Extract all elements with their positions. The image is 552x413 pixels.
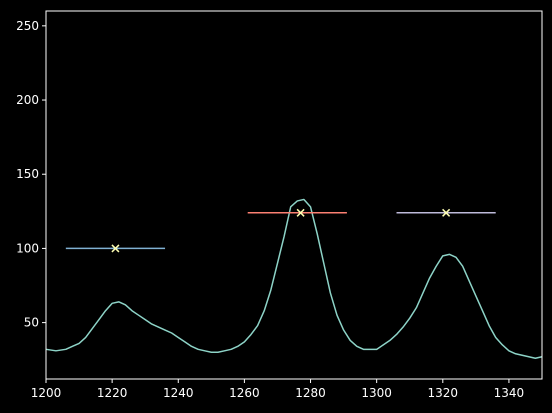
axes-frame xyxy=(45,10,543,380)
x-tick-label: 1260 xyxy=(229,386,260,400)
x-tick-label: 1220 xyxy=(97,386,128,400)
x-tick-label: 1280 xyxy=(295,386,326,400)
y-tick-label: 200 xyxy=(16,93,39,107)
x-tick-label: 1300 xyxy=(361,386,392,400)
y-tick-label: 100 xyxy=(16,241,39,255)
series-line-0 xyxy=(45,198,543,359)
x-tick-label: 1340 xyxy=(494,386,525,400)
x-tick-label: 1200 xyxy=(31,386,62,400)
plot-area xyxy=(45,198,543,359)
x-tick-label: 1240 xyxy=(163,386,194,400)
x-axis: 1200 1220 1240 1260 1280 1300 1320 1340 xyxy=(31,379,524,400)
y-tick-label: 150 xyxy=(16,167,39,181)
interval-markers xyxy=(65,208,496,253)
y-tick-label: 250 xyxy=(16,19,39,33)
interval-marker-2 xyxy=(442,208,451,217)
y-tick-label: 50 xyxy=(24,316,39,330)
marker-stroke xyxy=(442,208,451,217)
interval-marker-1 xyxy=(296,208,305,217)
x-tick-label: 1320 xyxy=(428,386,459,400)
marker-stroke xyxy=(111,244,120,253)
interval-marker-0 xyxy=(111,244,120,253)
y-axis: 50 100 150 200 250 xyxy=(16,19,46,330)
marker-stroke xyxy=(296,208,305,217)
